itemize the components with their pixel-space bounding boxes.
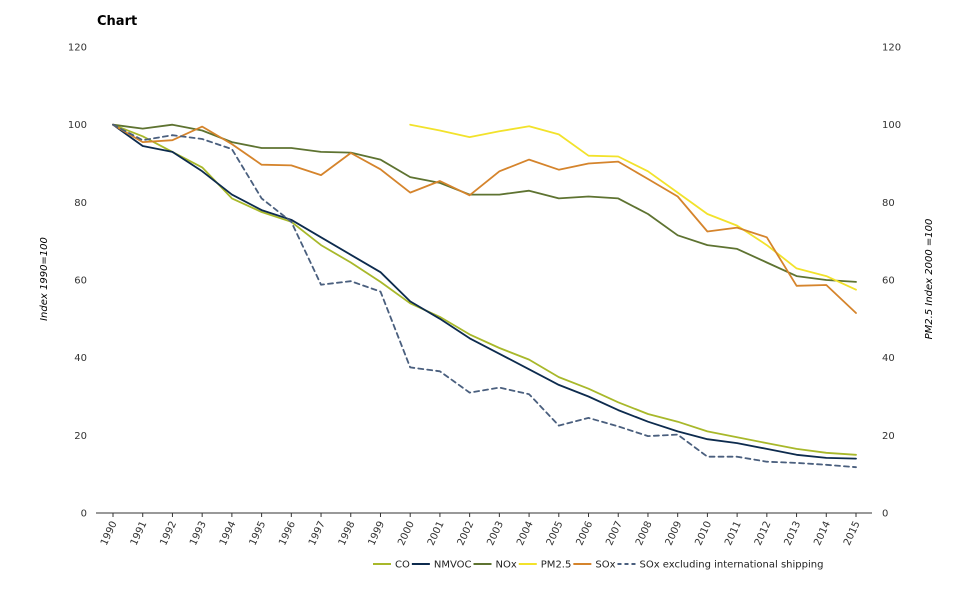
y-tick-label-left: 60 <box>74 276 87 287</box>
x-tick-label: 2014 <box>812 520 833 548</box>
x-tick-label: 2009 <box>664 520 685 548</box>
y-axis-title-right: PM2.5 Index 2000 =100 <box>924 219 935 340</box>
x-tick-label: 2000 <box>396 520 417 548</box>
y-tick-label-left: 100 <box>68 120 87 131</box>
y-tick-label-right: 100 <box>882 120 901 131</box>
x-tick-label: 1997 <box>307 520 328 548</box>
legend-label: CO <box>395 560 410 571</box>
series-line-nmvoc <box>112 123 857 460</box>
x-tick-label: 1998 <box>337 520 358 548</box>
legend: CO NMVOC NOx PM2.5 SOx SOx excluding internat… <box>373 560 823 571</box>
series-line-sox <box>112 123 857 314</box>
y-tick-label-left: 80 <box>74 198 87 209</box>
x-tick-label: 2011 <box>723 520 744 548</box>
series-layer <box>112 123 857 469</box>
x-tick-label: 1994 <box>218 520 239 548</box>
x-tick-label: 2005 <box>545 520 566 548</box>
legend-label: NOx <box>496 560 517 571</box>
y-tick-label-left: 20 <box>74 431 87 442</box>
x-tick-label: 2003 <box>485 520 506 548</box>
chart-title: Chart <box>97 14 138 29</box>
y-axis-title-left: Index 1990=100 <box>39 237 50 321</box>
y-tick-label-right: 60 <box>882 276 895 287</box>
legend-label: SOx excluding international shipping <box>639 560 823 571</box>
y-tick-label-left: 0 <box>81 509 87 520</box>
x-tick-label: 1990 <box>99 520 120 548</box>
y-tick-label-right: 80 <box>882 198 895 209</box>
x-tick-label: 2015 <box>842 520 863 548</box>
series-line-nox <box>112 123 857 283</box>
x-tick-label: 2008 <box>634 520 655 548</box>
y-tick-label-left: 120 <box>68 43 87 54</box>
legend-label: PM2.5 <box>541 560 572 571</box>
y-tick-label-right: 0 <box>882 509 888 520</box>
x-tick-label: 1992 <box>158 520 179 548</box>
x-tick-label: 1991 <box>129 520 150 548</box>
series-line-pm2-5 <box>409 123 857 291</box>
x-tick-label: 2002 <box>456 520 477 548</box>
axes: 0 0 20 20 40 40 60 60 80 80 100 100 120 120 1990 1991 19… <box>68 43 901 548</box>
series-line-co <box>112 123 857 456</box>
x-tick-label: 1993 <box>188 520 209 548</box>
x-tick-label: 2010 <box>693 520 714 548</box>
x-tick-label: 2001 <box>426 520 447 548</box>
y-tick-label-right: 20 <box>882 431 895 442</box>
x-tick-label: 2007 <box>604 520 625 548</box>
x-tick-label: 2006 <box>575 520 596 548</box>
x-tick-label: 1999 <box>366 520 387 548</box>
x-tick-label: 2004 <box>515 520 536 548</box>
y-tick-label-left: 40 <box>74 353 87 364</box>
x-tick-label: 1996 <box>277 520 298 548</box>
x-tick-label: 2013 <box>783 520 804 548</box>
y-tick-label-right: 40 <box>882 353 895 364</box>
x-tick-label: 1995 <box>248 520 269 548</box>
legend-label: NMVOC <box>434 560 472 571</box>
legend-label: SOx <box>595 560 615 571</box>
y-tick-label-right: 120 <box>882 43 901 54</box>
x-tick-label: 2012 <box>753 520 774 548</box>
series-line-sox-excluding-international-shipping <box>112 123 857 469</box>
